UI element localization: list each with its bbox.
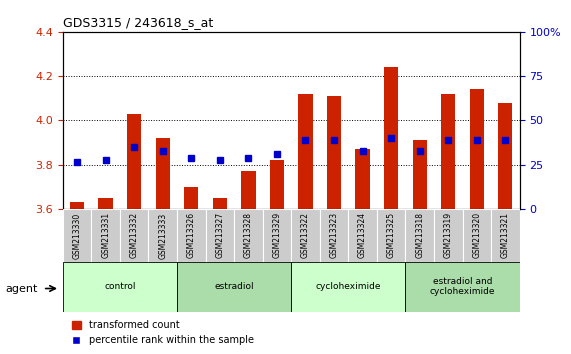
Text: GSM213321: GSM213321 <box>501 212 510 258</box>
Bar <box>206 209 234 262</box>
Bar <box>155 138 170 209</box>
Bar <box>470 90 484 209</box>
Bar <box>441 94 455 209</box>
Text: GSM213325: GSM213325 <box>387 212 396 258</box>
Legend: transformed count, percentile rank within the sample: transformed count, percentile rank withi… <box>68 316 258 349</box>
Bar <box>377 209 405 262</box>
Text: GSM213326: GSM213326 <box>187 212 196 258</box>
Bar <box>127 114 142 209</box>
Text: GSM213332: GSM213332 <box>130 212 139 258</box>
Bar <box>355 149 370 209</box>
Bar <box>263 209 291 262</box>
Text: GSM213324: GSM213324 <box>358 212 367 258</box>
Bar <box>99 198 113 209</box>
Bar <box>120 209 148 262</box>
Text: GSM213331: GSM213331 <box>101 212 110 258</box>
Bar <box>91 209 120 262</box>
Text: GSM213322: GSM213322 <box>301 212 310 258</box>
Bar <box>463 209 491 262</box>
Text: GSM213330: GSM213330 <box>73 212 82 258</box>
Bar <box>348 209 377 262</box>
Bar <box>405 262 520 312</box>
Text: GSM213320: GSM213320 <box>472 212 481 258</box>
Bar <box>405 209 434 262</box>
Bar <box>498 103 513 209</box>
Bar <box>184 187 199 209</box>
Bar <box>291 262 405 312</box>
Text: GSM213328: GSM213328 <box>244 212 253 258</box>
Text: control: control <box>104 282 136 291</box>
Text: estradiol and
cycloheximide: estradiol and cycloheximide <box>430 277 495 296</box>
Bar <box>70 202 85 209</box>
Text: GSM213327: GSM213327 <box>215 212 224 258</box>
Bar <box>270 160 284 209</box>
Bar <box>177 262 291 312</box>
Bar <box>213 198 227 209</box>
Bar <box>63 209 91 262</box>
Text: agent: agent <box>6 284 38 293</box>
Bar <box>327 96 341 209</box>
Text: GSM213319: GSM213319 <box>444 212 453 258</box>
Text: cycloheximide: cycloheximide <box>316 282 381 291</box>
Bar <box>412 140 427 209</box>
Bar <box>320 209 348 262</box>
Bar <box>299 94 313 209</box>
Bar <box>234 209 263 262</box>
Bar <box>384 67 399 209</box>
Bar <box>491 209 520 262</box>
Text: GSM213323: GSM213323 <box>329 212 339 258</box>
Text: GSM213333: GSM213333 <box>158 212 167 258</box>
Bar <box>63 262 177 312</box>
Bar <box>177 209 206 262</box>
Bar <box>148 209 177 262</box>
Bar <box>241 171 256 209</box>
Text: estradiol: estradiol <box>214 282 254 291</box>
Text: GSM213318: GSM213318 <box>415 212 424 258</box>
Text: GDS3315 / 243618_s_at: GDS3315 / 243618_s_at <box>63 16 213 29</box>
Bar <box>291 209 320 262</box>
Text: GSM213329: GSM213329 <box>272 212 282 258</box>
Bar <box>434 209 463 262</box>
